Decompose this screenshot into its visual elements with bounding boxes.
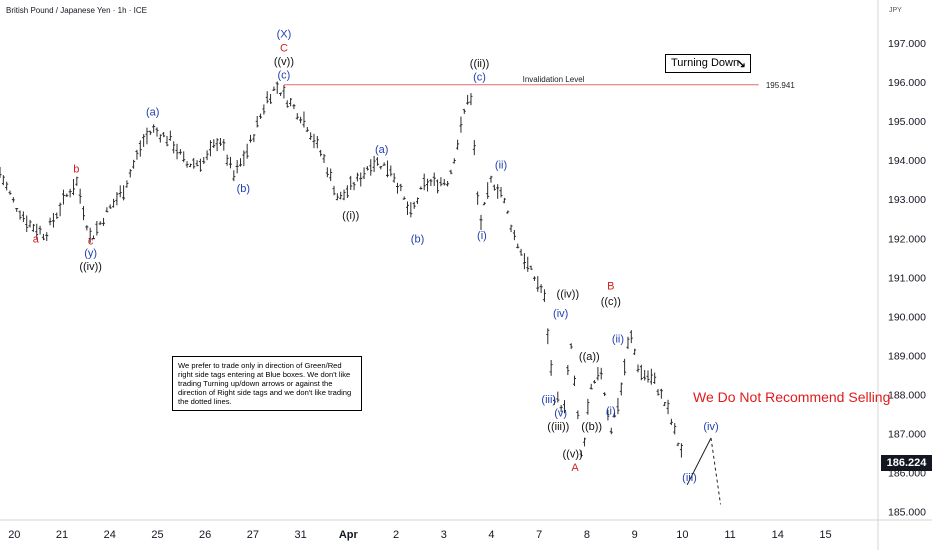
wave-label: (i)	[606, 406, 616, 418]
wave-label: (ii)	[495, 159, 507, 171]
time-tick-label: 10	[676, 529, 688, 541]
price-tick-label: 193.000	[888, 194, 926, 206]
time-tick-label: 27	[247, 529, 259, 541]
wave-label: (ii)	[612, 333, 624, 345]
time-tick-label: 3	[441, 529, 447, 541]
wave-label: ((v))	[274, 56, 294, 68]
wave-label: ((a))	[579, 351, 600, 363]
wave-label: ((iv))	[557, 288, 580, 300]
time-tick-label: 15	[819, 529, 831, 541]
price-tick-label: 192.000	[888, 233, 926, 245]
selling-warning: We Do Not Recommend Selling	[693, 389, 891, 405]
wave-label: ((b))	[581, 421, 602, 433]
time-tick-label: Apr	[339, 529, 359, 541]
wave-label: (i)	[477, 230, 487, 242]
price-tick-label: 185.000	[888, 507, 926, 519]
turning-down-label: Turning Down	[671, 57, 740, 69]
price-tick-label: 190.000	[888, 311, 926, 323]
invalidation-value: 195.941	[766, 81, 795, 90]
wave-label: ((ii))	[470, 58, 490, 70]
wave-label: (b)	[411, 234, 424, 246]
time-tick-label: 31	[294, 529, 306, 541]
price-tick-label: 187.000	[888, 429, 926, 441]
wave-label: (iii)	[541, 394, 556, 406]
trading-note: We prefer to trade only in direction of …	[172, 356, 362, 411]
time-tick-label: 11	[724, 529, 735, 541]
wave-label: ((iv))	[79, 261, 102, 273]
time-tick-label: 20	[8, 529, 20, 541]
time-tick-label: 9	[632, 529, 638, 541]
time-axis[interactable]: 20 21 24 25 26 27 31 Apr 2 3 4 7 8 9 10 11 14 15	[0, 519, 932, 541]
wave-label: (b)	[237, 183, 250, 195]
price-tick-label: 195.000	[888, 116, 926, 128]
wave-label: a	[33, 234, 40, 246]
wave-label: (iv)	[553, 308, 568, 320]
wave-label: (iii)	[682, 472, 697, 484]
wave-label: b	[73, 163, 79, 175]
invalidation-label: Invalidation Level	[523, 75, 585, 84]
price-tick-label: 189.000	[888, 350, 926, 362]
currency-label: JPY	[889, 7, 902, 14]
wave-label: ((i))	[342, 210, 359, 222]
turning-down-box: Turning Down ↘	[665, 54, 751, 73]
time-tick-label: 2	[393, 529, 399, 541]
price-tick-label: 191.000	[888, 272, 926, 284]
wave-label: (c)	[278, 70, 291, 82]
price-bars	[0, 81, 683, 458]
wave-label: (iv)	[703, 421, 718, 433]
wave-label: ((c))	[601, 296, 621, 308]
time-tick-label: 8	[584, 529, 590, 541]
wave-label: (v)	[554, 407, 567, 419]
time-tick-label: 21	[56, 529, 68, 541]
price-tick-label: 188.000	[888, 390, 926, 402]
wave-label: A	[571, 462, 579, 474]
time-tick-label: 7	[536, 529, 542, 541]
price-tick-label: 194.000	[888, 155, 926, 167]
symbol-title: British Pound / Japanese Yen · 1h · ICE	[6, 6, 147, 15]
wave-labels: a b c(y) ((iv)) (a) (b) (X)C ((v)) (c) ((i)) (a) (b…	[33, 29, 719, 484]
wave-label: (a)	[375, 144, 388, 156]
price-tick-label: 197.000	[888, 38, 926, 50]
time-tick-label: 4	[488, 529, 494, 541]
wave-label: ((iii))	[547, 421, 569, 433]
wave-label: C	[280, 42, 288, 54]
projection-leg-up	[686, 437, 712, 486]
invalidation-line: Invalidation Level 195.941	[283, 75, 795, 90]
price-tick-label: 196.000	[888, 77, 926, 89]
wave-label: (a)	[146, 107, 159, 119]
arrow-down-right-icon: ↘	[735, 57, 746, 71]
wave-label: (X)	[277, 29, 292, 41]
current-price-tag: 186.224	[881, 455, 932, 471]
wave-label: (y)	[84, 247, 97, 259]
projection-path	[686, 437, 722, 505]
wave-label: B	[607, 281, 614, 293]
time-tick-label: 24	[104, 529, 116, 541]
projection-leg-down	[710, 437, 722, 505]
time-tick-label: 14	[772, 529, 784, 541]
time-tick-label: 26	[199, 529, 211, 541]
wave-label: c	[88, 236, 94, 248]
time-tick-label: 25	[151, 529, 163, 541]
wave-label: ((v))	[563, 449, 583, 461]
wave-label: (c)	[473, 72, 486, 84]
